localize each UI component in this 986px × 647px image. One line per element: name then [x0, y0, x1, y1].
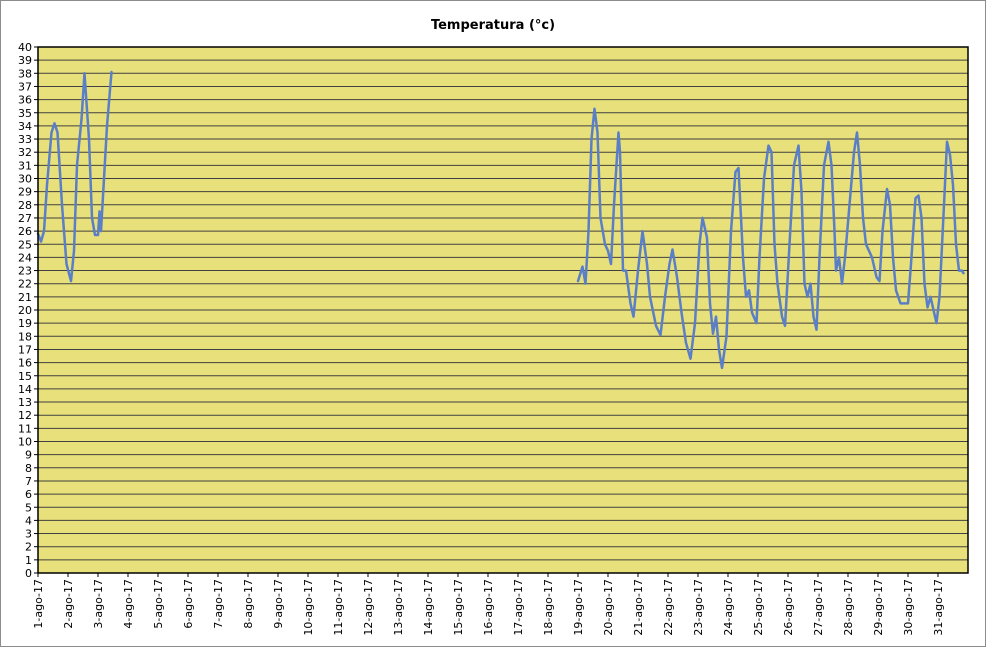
y-tick-label: 29	[18, 186, 32, 199]
y-tick-label: 13	[18, 396, 32, 409]
y-tick-label: 11	[18, 422, 32, 435]
y-tick-label: 20	[18, 304, 32, 317]
y-tick-label: 27	[18, 212, 32, 225]
y-tick-label: 38	[18, 67, 32, 80]
y-tick-label: 3	[25, 528, 32, 541]
plot-border	[37, 46, 969, 574]
x-tick-label: 12-ago-17	[362, 579, 375, 636]
y-tick-label: 2	[25, 541, 32, 554]
y-tick-label: 16	[18, 357, 32, 370]
temperature-series-line	[576, 107, 965, 370]
temperature-series-line	[36, 70, 113, 283]
x-tick-label: 4-ago-17	[122, 579, 135, 629]
x-tick-label: 1-ago-17	[32, 579, 45, 629]
y-tick-label: 17	[18, 343, 32, 356]
series-group	[36, 70, 965, 370]
y-tick-label: 30	[18, 173, 32, 186]
y-tick-label: 31	[18, 159, 32, 172]
x-tick-label: 23-ago-17	[692, 579, 705, 636]
y-tick-label: 10	[18, 436, 32, 449]
x-tick-label: 15-ago-17	[452, 579, 465, 636]
y-tick-label: 35	[18, 107, 32, 120]
y-tick-label: 7	[25, 475, 32, 488]
y-tick-label: 6	[25, 488, 32, 501]
x-tick-label: 7-ago-17	[212, 579, 225, 629]
x-tick-label: 30-ago-17	[902, 579, 915, 636]
x-tick-label: 18-ago-17	[542, 579, 555, 636]
y-tick-label: 15	[18, 370, 32, 383]
x-tick-label: 6-ago-17	[182, 579, 195, 629]
y-tick-label: 26	[18, 225, 32, 238]
x-tick-label: 8-ago-17	[242, 579, 255, 629]
x-axis-ticks: 1-ago-17 2-ago-17 3-ago-17 4-ago-17 5-ago-17…	[32, 573, 945, 636]
y-tick-label: 14	[18, 383, 32, 396]
y-tick-label: 36	[18, 94, 32, 107]
y-tick-label: 0	[25, 567, 32, 580]
y-tick-label: 32	[18, 146, 32, 159]
y-tick-label: 12	[18, 409, 32, 422]
y-tick-label: 24	[18, 251, 32, 264]
y-tick-label: 28	[18, 199, 32, 212]
x-tick-label: 27-ago-17	[812, 579, 825, 636]
x-tick-label: 3-ago-17	[92, 579, 105, 629]
x-tick-label: 29-ago-17	[872, 579, 885, 636]
y-tick-label: 23	[18, 265, 32, 278]
y-tick-label: 21	[18, 291, 32, 304]
y-tick-label: 34	[18, 120, 32, 133]
x-tick-label: 17-ago-17	[512, 579, 525, 636]
y-tick-label: 25	[18, 238, 32, 251]
y-tick-label: 40	[18, 41, 32, 54]
y-tick-label: 5	[25, 501, 32, 514]
y-tick-label: 39	[18, 54, 32, 67]
chart-title: Temperatura (°c)	[431, 18, 555, 33]
x-tick-label: 31-ago-17	[932, 579, 945, 636]
x-tick-label: 24-ago-17	[722, 579, 735, 636]
y-tick-label: 18	[18, 330, 32, 343]
x-tick-label: 16-ago-17	[482, 579, 495, 636]
x-tick-label: 10-ago-17	[302, 579, 315, 636]
y-tick-label: 33	[18, 133, 32, 146]
y-tick-label: 9	[25, 449, 32, 462]
x-tick-label: 9-ago-17	[272, 579, 285, 629]
x-tick-label: 22-ago-17	[662, 579, 675, 636]
y-tick-label: 22	[18, 278, 32, 291]
x-tick-label: 2-ago-17	[62, 579, 75, 629]
x-tick-label: 11-ago-17	[332, 579, 345, 636]
x-tick-label: 19-ago-17	[572, 579, 585, 636]
y-tick-label: 37	[18, 80, 32, 93]
x-tick-label: 5-ago-17	[152, 579, 165, 629]
y-tick-label: 4	[25, 514, 32, 527]
y-tick-label: 19	[18, 317, 32, 330]
x-tick-label: 13-ago-17	[392, 579, 405, 636]
x-tick-label: 28-ago-17	[842, 579, 855, 636]
y-tick-label: 8	[25, 462, 32, 475]
y-axis-ticks: 0123456789101112131415161718192021222324…	[18, 41, 38, 580]
x-tick-label: 26-ago-17	[782, 579, 795, 636]
x-tick-label: 25-ago-17	[752, 579, 765, 636]
x-tick-label: 14-ago-17	[422, 579, 435, 636]
x-tick-label: 20-ago-17	[602, 579, 615, 636]
y-tick-label: 1	[25, 554, 32, 567]
x-tick-label: 21-ago-17	[632, 579, 645, 636]
